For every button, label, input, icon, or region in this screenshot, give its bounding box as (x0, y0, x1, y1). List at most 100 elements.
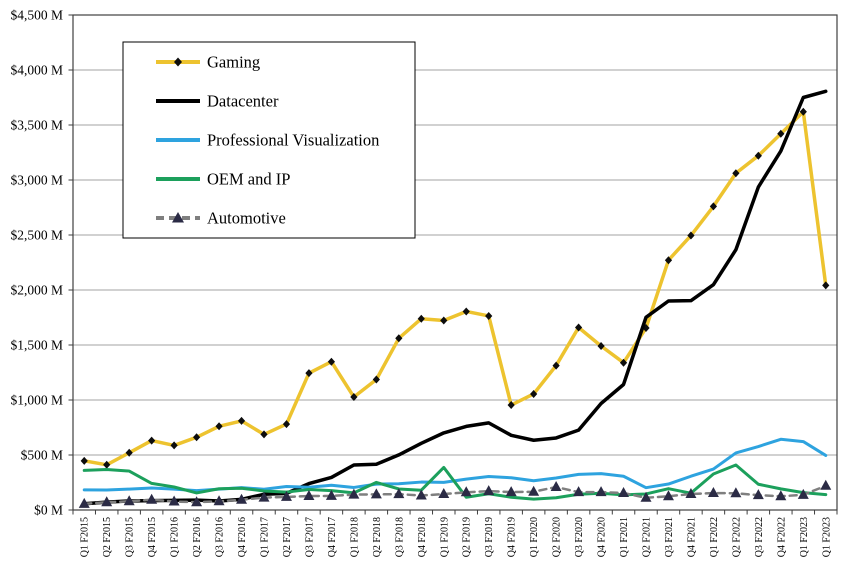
legend: Gaming Datacenter Professional Visualizati… (122, 41, 416, 239)
marker-triangle (640, 491, 652, 502)
y-axis-label: $0 M (34, 503, 63, 518)
marker-triangle (550, 481, 562, 492)
x-axis-label: Q3 F2021 (664, 517, 675, 557)
x-axis-label: Q4 F2020 (597, 517, 608, 557)
marker-diamond (754, 151, 762, 160)
marker-triangle (505, 486, 517, 497)
marker-diamond (440, 316, 448, 325)
legend-item-automotive: Automotive (156, 209, 286, 228)
marker-diamond (327, 357, 336, 366)
x-axis-label: Q2 F2020 (552, 517, 563, 557)
marker-triangle (685, 488, 697, 499)
x-axis-label: Q1 F2017 (260, 517, 271, 557)
marker-triangle (662, 490, 674, 501)
marker-triangle (707, 487, 719, 498)
x-axis-label: Q2 F2015 (102, 517, 113, 557)
y-axis-label: $2,000 M (10, 283, 63, 298)
marker-triangle (101, 496, 113, 507)
y-axis-label: $1,500 M (10, 338, 63, 353)
x-axis-label: Q3 F2016 (215, 517, 226, 557)
x-axis-label: Q2 F2016 (192, 517, 203, 557)
x-axis-label: Q1 F2020 (529, 517, 540, 557)
x-axis-label: Q1 F2023 (821, 517, 832, 557)
legend-label: Automotive (207, 209, 286, 228)
y-axis-label: $500 M (21, 448, 63, 463)
marker-triangle (820, 479, 832, 490)
marker-diamond (237, 416, 246, 425)
marker-triangle (797, 488, 809, 499)
y-axis-label: $3,000 M (10, 173, 63, 188)
marker-diamond (215, 422, 223, 431)
plot-border (72, 14, 838, 511)
x-axis-label: Q1 F2022 (709, 517, 720, 557)
x-axis-label: Q4 F2022 (776, 517, 787, 557)
marker-triangle (618, 486, 630, 497)
x-axis-label: Q4 F2015 (147, 517, 158, 557)
marker-diamond (799, 107, 807, 116)
marker-diamond (282, 420, 291, 429)
marker-triangle (483, 485, 495, 496)
marker-triangle (258, 491, 270, 502)
y-axis-label: $2,500 M (10, 228, 63, 243)
marker-diamond (687, 231, 695, 240)
marker-diamond (125, 448, 133, 457)
marker-diamond (777, 129, 785, 138)
legend-label: Professional Visualization (207, 131, 379, 150)
x-axis-label: Q4 F2018 (417, 517, 428, 557)
series-line-gaming (82, 110, 828, 467)
marker-triangle (191, 496, 203, 507)
x-axis-label: Q4 F2019 (507, 517, 518, 557)
series-line-oem-and-ip (82, 463, 828, 501)
marker-triangle (573, 486, 585, 497)
y-axis-label: $4,000 M (10, 63, 63, 78)
marker-diamond (372, 375, 380, 384)
marker-diamond (485, 311, 493, 320)
marker-diamond (305, 369, 313, 378)
marker-triangle (280, 490, 292, 501)
marker-diamond (619, 358, 628, 367)
legend-marker-diamond (174, 57, 182, 67)
series-line-automotive (82, 484, 828, 506)
legend-label: OEM and IP (207, 170, 290, 189)
marker-diamond (350, 393, 358, 402)
x-axis-label: Q3 F2018 (394, 517, 405, 557)
x-axis-label: Q3 F2019 (484, 517, 495, 557)
x-axis-label: Q4 F2017 (327, 517, 338, 557)
marker-triangle (123, 495, 135, 506)
marker-diamond (732, 169, 740, 178)
marker-diamond (417, 314, 425, 323)
x-axis-label: Q3 F2020 (574, 517, 585, 557)
x-axis-label: Q1 F2016 (170, 517, 181, 557)
x-axis-label: Q4 F2016 (237, 517, 248, 557)
legend-item-datacenter: Datacenter (156, 92, 279, 111)
marker-diamond (597, 341, 605, 350)
x-axis-label: Q1 F2015 (80, 517, 91, 557)
legend-item-oem-and-ip: OEM and IP (156, 170, 290, 189)
x-axis-label: Q4 F2021 (686, 517, 697, 557)
marker-triangle (528, 485, 540, 496)
marker-triangle (325, 489, 337, 500)
marker-triangle (213, 495, 225, 506)
y-axis-label: $1,000 M (10, 393, 63, 408)
marker-diamond (664, 256, 673, 265)
legend-label: Gaming (207, 53, 260, 72)
x-axis-label: Q3 F2022 (754, 517, 765, 557)
marker-triangle (595, 486, 607, 497)
legend-item-professional-visualization: Professional Visualization (156, 131, 379, 150)
legend-marker-triangle (172, 212, 184, 223)
marker-triangle (146, 493, 158, 504)
marker-triangle (752, 489, 764, 500)
marker-triangle (460, 486, 472, 497)
marker-triangle (236, 493, 248, 504)
legend-item-gaming: Gaming (156, 53, 260, 72)
marker-diamond (148, 436, 156, 445)
x-axis-label: Q1 F2018 (349, 517, 360, 557)
marker-triangle (393, 488, 405, 499)
y-axis-label: $3,500 M (10, 118, 63, 133)
marker-triangle (348, 488, 360, 499)
legend-label: Datacenter (207, 92, 279, 111)
marker-diamond (260, 430, 268, 439)
marker-diamond (395, 334, 403, 343)
